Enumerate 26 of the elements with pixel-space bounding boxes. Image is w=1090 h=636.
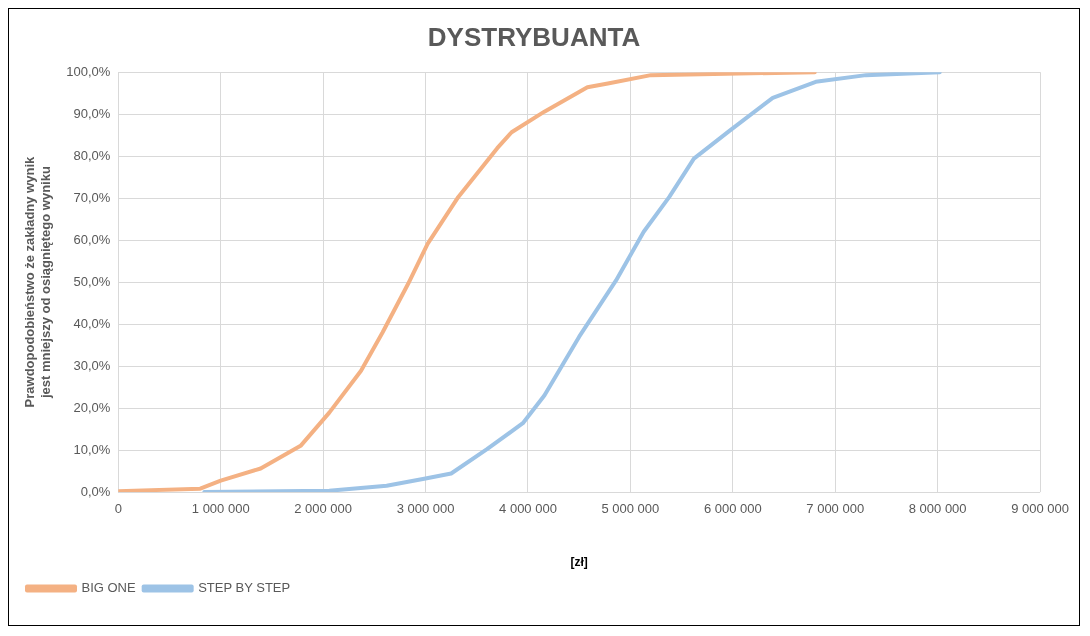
x-tick-label: 6 000 000 (703, 501, 762, 517)
y-tick-label: 40,0% (73, 315, 111, 331)
x-tick-label: 4 000 000 (499, 501, 557, 517)
x-tick-label: 8 000 000 (908, 501, 967, 517)
x-tick-label: 7 000 000 (806, 501, 865, 517)
x-tick-label: 9 000 000 (1011, 501, 1070, 517)
x-tick-label: 0 (114, 501, 122, 517)
legend-label: STEP BY STEP (198, 580, 291, 596)
x-axis-title: [zł] (570, 555, 588, 570)
y-tick-label: 20,0% (73, 399, 111, 415)
y-tick-label: 10,0% (73, 441, 111, 457)
y-tick-label: 60,0% (73, 231, 111, 247)
x-tick-label: 3 000 000 (396, 501, 455, 517)
y-tick-label: 90,0% (73, 105, 111, 121)
x-tick-label: 1 000 000 (191, 501, 250, 517)
y-tick-label: 100,0% (66, 63, 111, 79)
x-tick-label: 5 000 000 (601, 501, 660, 517)
y-tick-label: 30,0% (73, 357, 111, 373)
chart-title: DYSTRYBUANTA (427, 21, 641, 52)
y-tick-label: 0,0% (80, 483, 111, 499)
legend-label: BIG ONE (81, 580, 137, 596)
y-axis-title: Prawdopodobieństwo że zakładny wynik jest mniejszy od osiągniętego wyniku (22, 156, 53, 408)
y-tick-label: 50,0% (73, 273, 111, 289)
y-tick-label: 80,0% (73, 147, 111, 163)
x-tick-label: 2 000 000 (294, 501, 353, 517)
y-tick-label: 70,0% (73, 189, 111, 205)
